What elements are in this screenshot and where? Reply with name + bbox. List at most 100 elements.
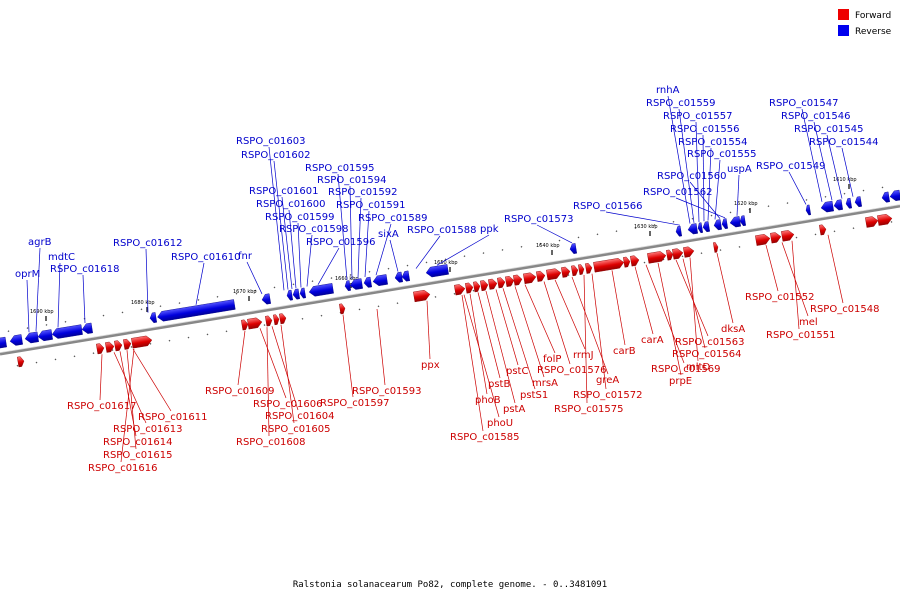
forward-gene-arrow[interactable]: [622, 256, 631, 268]
reverse-gene-arrow[interactable]: [845, 197, 853, 209]
reverse-gene-label[interactable]: RSPO_c01544: [809, 137, 879, 148]
reverse-gene-arrow[interactable]: [372, 274, 388, 286]
reverse-gene-arrow[interactable]: [805, 204, 812, 216]
reverse-gene-label[interactable]: RSPO_c01555: [687, 149, 757, 160]
forward-gene-arrow[interactable]: [278, 313, 287, 325]
reverse-gene-label[interactable]: RSPO_c01545: [794, 124, 864, 135]
forward-gene-arrow[interactable]: [513, 274, 523, 286]
reverse-gene-label[interactable]: RSPO_c01547: [769, 98, 839, 109]
reverse-gene-label[interactable]: RSPO_c01618: [50, 264, 120, 275]
forward-gene-label[interactable]: pstA: [503, 404, 525, 415]
forward-gene-arrow[interactable]: [712, 242, 719, 253]
forward-gene-arrow[interactable]: [16, 356, 25, 368]
reverse-gene-arrow[interactable]: [687, 223, 698, 235]
forward-gene-arrow[interactable]: [497, 277, 506, 289]
reverse-gene-label[interactable]: RSPO_c01594: [317, 175, 387, 186]
reverse-gene-label[interactable]: RSPO_c01591: [336, 200, 406, 211]
reverse-gene-label[interactable]: RSPO_c01602: [241, 150, 311, 161]
forward-gene-arrow[interactable]: [584, 262, 593, 274]
reverse-gene-label[interactable]: RSPO_c01589: [358, 213, 428, 224]
forward-gene-arrow[interactable]: [114, 340, 123, 352]
reverse-gene-arrow[interactable]: [713, 219, 722, 231]
reverse-gene-label[interactable]: sixA: [378, 229, 399, 240]
forward-gene-arrow[interactable]: [131, 335, 153, 349]
forward-gene-arrow[interactable]: [781, 230, 795, 242]
forward-gene-arrow[interactable]: [665, 249, 674, 261]
reverse-gene-arrow[interactable]: [401, 270, 410, 282]
forward-gene-label[interactable]: RSPO_c01605: [261, 424, 331, 435]
reverse-gene-label[interactable]: RSPO_c01562: [643, 187, 713, 198]
forward-gene-label[interactable]: RSPO_c01606: [253, 399, 323, 410]
forward-gene-arrow[interactable]: [96, 343, 105, 355]
forward-gene-arrow[interactable]: [454, 284, 466, 296]
forward-gene-arrow[interactable]: [123, 338, 132, 350]
forward-gene-arrow[interactable]: [561, 266, 571, 278]
forward-gene-label[interactable]: RSPO_c01616: [88, 463, 158, 474]
forward-gene-label[interactable]: RSPO_c01593: [352, 386, 422, 397]
reverse-gene-arrow[interactable]: [833, 199, 843, 211]
reverse-gene-arrow[interactable]: [261, 293, 271, 305]
forward-gene-arrow[interactable]: [413, 289, 431, 303]
forward-gene-label[interactable]: greA: [596, 375, 619, 386]
reverse-gene-arrow[interactable]: [37, 329, 53, 342]
reverse-gene-arrow[interactable]: [149, 312, 158, 323]
reverse-gene-label[interactable]: RSPO_c01546: [781, 111, 851, 122]
reverse-gene-label[interactable]: RSPO_c01566: [573, 201, 643, 212]
reverse-gene-label[interactable]: RSPO_c01592: [328, 187, 398, 198]
forward-gene-label[interactable]: RSPO_c01563: [675, 337, 745, 348]
forward-gene-arrow[interactable]: [338, 303, 346, 315]
forward-gene-label[interactable]: RSPO_c01614: [103, 437, 173, 448]
forward-gene-arrow[interactable]: [505, 275, 515, 287]
forward-gene-label[interactable]: RSPO_c01609: [205, 386, 275, 397]
forward-gene-arrow[interactable]: [770, 232, 782, 244]
reverse-gene-arrow[interactable]: [889, 189, 900, 201]
reverse-gene-arrow[interactable]: [394, 271, 403, 283]
forward-gene-arrow[interactable]: [105, 341, 115, 353]
reverse-gene-label[interactable]: RSPO_c01612: [113, 238, 183, 249]
forward-gene-arrow[interactable]: [264, 315, 273, 327]
forward-gene-label[interactable]: folP: [543, 354, 561, 365]
forward-gene-label[interactable]: RSPO_c01608: [236, 437, 306, 448]
reverse-gene-arrow[interactable]: [349, 278, 363, 291]
forward-gene-arrow[interactable]: [480, 280, 489, 292]
forward-gene-arrow[interactable]: [488, 278, 498, 290]
forward-gene-label[interactable]: RSPO_c01617: [67, 401, 137, 412]
reverse-gene-label[interactable]: fnr: [238, 251, 253, 262]
reverse-gene-label[interactable]: RSPO_c01588: [407, 225, 477, 236]
reverse-gene-arrow[interactable]: [51, 324, 83, 340]
reverse-gene-arrow[interactable]: [157, 299, 236, 323]
forward-gene-arrow[interactable]: [570, 265, 579, 277]
forward-gene-label[interactable]: RSPO_c01576: [537, 365, 607, 376]
reverse-gene-label[interactable]: ppk: [480, 224, 499, 235]
forward-gene-arrow[interactable]: [647, 251, 667, 264]
forward-gene-arrow[interactable]: [577, 264, 585, 275]
forward-gene-label[interactable]: RSPO_c01551: [766, 330, 836, 341]
reverse-gene-label[interactable]: RSPO_c01603: [236, 136, 306, 147]
forward-gene-label[interactable]: RSPO_c01613: [113, 424, 183, 435]
forward-gene-label[interactable]: pstB: [488, 379, 510, 390]
reverse-gene-label[interactable]: RSPO_c01600: [256, 199, 326, 210]
forward-gene-label[interactable]: phoU: [487, 418, 513, 429]
reverse-gene-label[interactable]: RSPO_c01560: [657, 171, 727, 182]
forward-gene-arrow[interactable]: [818, 224, 827, 236]
reverse-gene-arrow[interactable]: [697, 222, 704, 234]
reverse-gene-arrow[interactable]: [286, 289, 294, 301]
forward-gene-label[interactable]: mel: [799, 317, 818, 328]
reverse-gene-arrow[interactable]: [569, 243, 578, 254]
reverse-gene-label[interactable]: uspA: [727, 164, 752, 175]
reverse-gene-arrow[interactable]: [0, 336, 7, 349]
forward-gene-label[interactable]: dksA: [721, 324, 745, 335]
reverse-gene-label[interactable]: RSPO_c01549: [756, 161, 826, 172]
forward-gene-label[interactable]: RSPO_c01585: [450, 432, 520, 443]
reverse-gene-label[interactable]: RSPO_c01599: [265, 212, 335, 223]
reverse-gene-arrow[interactable]: [729, 216, 741, 228]
reverse-gene-arrow[interactable]: [24, 331, 39, 344]
forward-gene-arrow[interactable]: [683, 246, 695, 258]
forward-gene-arrow[interactable]: [593, 257, 625, 273]
forward-gene-label[interactable]: RSPO_c01548: [810, 304, 880, 315]
forward-gene-label[interactable]: RSPO_c01611: [138, 412, 208, 423]
reverse-gene-label[interactable]: oprM: [15, 269, 40, 280]
forward-gene-label[interactable]: carB: [613, 346, 636, 357]
reverse-gene-arrow[interactable]: [739, 215, 747, 227]
forward-gene-label[interactable]: ppx: [421, 360, 440, 371]
